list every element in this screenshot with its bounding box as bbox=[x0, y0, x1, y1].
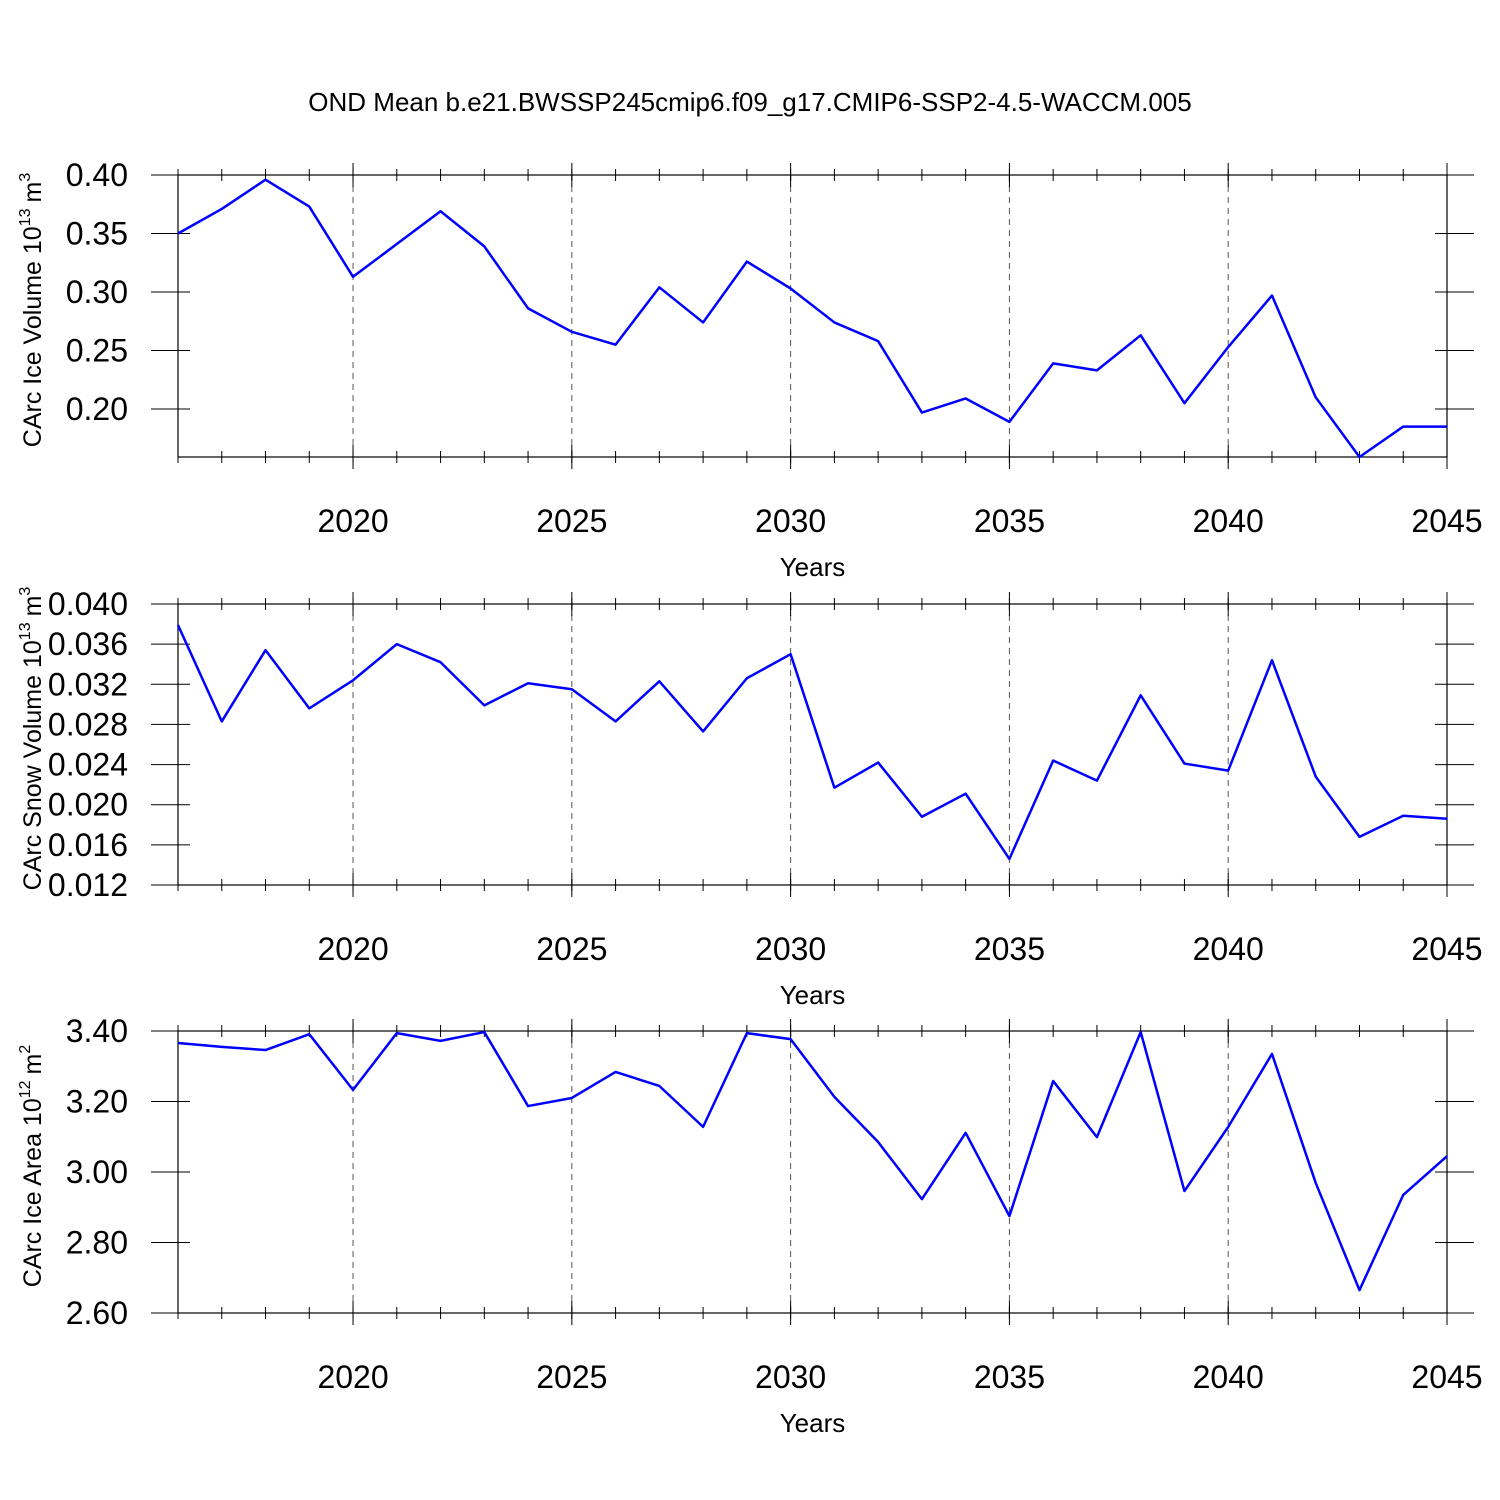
y-axis-label: CArc Snow Volume 1013 m3 bbox=[17, 587, 47, 891]
x-tick-label: 2025 bbox=[536, 931, 607, 967]
x-tick-label: 2035 bbox=[974, 1359, 1045, 1395]
y-tick-label: 0.036 bbox=[48, 626, 128, 662]
x-tick-label: 2025 bbox=[536, 1359, 607, 1395]
panel: 2020 2025 2030 2035 2040 2045 0.40 0.35 0.30 0.25… bbox=[17, 157, 1483, 582]
y-axis-label-text: m bbox=[19, 596, 47, 617]
panel: 2020 2025 2030 2035 2040 2045 0.040 0.036 0.032 0… bbox=[17, 586, 1483, 1010]
y-tick-label: 0.024 bbox=[48, 747, 128, 783]
x-tick-label: 2035 bbox=[974, 931, 1045, 967]
y-axis-label-text: m bbox=[19, 182, 47, 203]
y-axis-label-text: CArc Ice Area 10 bbox=[19, 1098, 47, 1287]
y-axis-label-exponent: 3 bbox=[17, 587, 34, 596]
data-line bbox=[177, 178, 1447, 459]
y-axis-label: CArc Ice Area 1012 m2 bbox=[17, 1045, 47, 1288]
x-tick-label: 2040 bbox=[1193, 1359, 1264, 1395]
x-tick-label: 2040 bbox=[1193, 931, 1264, 967]
x-tick-label: 2030 bbox=[755, 1359, 826, 1395]
x-tick-label: 2035 bbox=[974, 503, 1045, 539]
x-tick-label: 2020 bbox=[317, 1359, 388, 1395]
data-line bbox=[176, 624, 1448, 861]
y-axis-label-exponent: 2 bbox=[17, 1045, 34, 1054]
y-tick-label: 0.028 bbox=[48, 706, 128, 742]
figure-title: OND Mean b.e21.BWSSP245cmip6.f09_g17.CMI… bbox=[308, 87, 1191, 117]
y-axis-label-exponent: 13 bbox=[17, 622, 34, 640]
plot-frame bbox=[177, 603, 1448, 886]
y-axis-label-text: CArc Snow Volume 10 bbox=[19, 640, 47, 890]
y-axis-label-exponent: 3 bbox=[17, 173, 34, 182]
plot-frame bbox=[177, 174, 1448, 458]
y-axis-label-exponent: 12 bbox=[17, 1080, 34, 1098]
x-axis-label: Years bbox=[780, 552, 846, 582]
y-tick-label: 0.20 bbox=[66, 391, 128, 427]
x-tick-label: 2030 bbox=[755, 931, 826, 967]
y-tick-label: 0.35 bbox=[66, 216, 128, 252]
y-tick-label: 0.032 bbox=[48, 666, 128, 702]
data-line bbox=[177, 1030, 1448, 1292]
y-axis-label-text: m bbox=[19, 1054, 47, 1075]
y-tick-label: 2.80 bbox=[66, 1225, 128, 1261]
y-axis-label-text: CArc Ice Volume 10 bbox=[19, 226, 47, 447]
y-axis-label: CArc Ice Volume 1013 m3 bbox=[17, 173, 47, 448]
y-axis-label-exponent: 13 bbox=[17, 208, 34, 226]
x-tick-label: 2045 bbox=[1411, 931, 1482, 967]
y-tick-label: 0.30 bbox=[66, 274, 128, 310]
x-tick-label: 2045 bbox=[1411, 1359, 1482, 1395]
x-tick-label: 2040 bbox=[1193, 503, 1264, 539]
y-tick-label: 0.016 bbox=[48, 827, 128, 863]
x-axis-label: Years bbox=[780, 980, 846, 1010]
y-tick-label: 0.012 bbox=[48, 867, 128, 903]
x-tick-label: 2030 bbox=[755, 503, 826, 539]
x-tick-label: 2025 bbox=[536, 503, 607, 539]
y-tick-label: 0.40 bbox=[66, 157, 128, 193]
x-axis-label: Years bbox=[780, 1408, 846, 1438]
panel: 2020 2025 2030 2035 2040 2045 3.40 3.20 3.00 2.80… bbox=[17, 1013, 1483, 1438]
x-tick-label: 2020 bbox=[317, 931, 388, 967]
plot-frame bbox=[177, 1030, 1448, 1314]
y-tick-label: 3.20 bbox=[66, 1084, 128, 1120]
x-tick-label: 2020 bbox=[317, 503, 388, 539]
y-tick-label: 0.25 bbox=[66, 333, 128, 369]
x-tick-label: 2045 bbox=[1411, 503, 1482, 539]
y-tick-label: 3.40 bbox=[66, 1013, 128, 1049]
y-tick-label: 2.60 bbox=[66, 1295, 128, 1331]
y-tick-label: 0.040 bbox=[48, 586, 128, 622]
y-tick-label: 3.00 bbox=[66, 1154, 128, 1190]
y-tick-label: 0.020 bbox=[48, 787, 128, 823]
